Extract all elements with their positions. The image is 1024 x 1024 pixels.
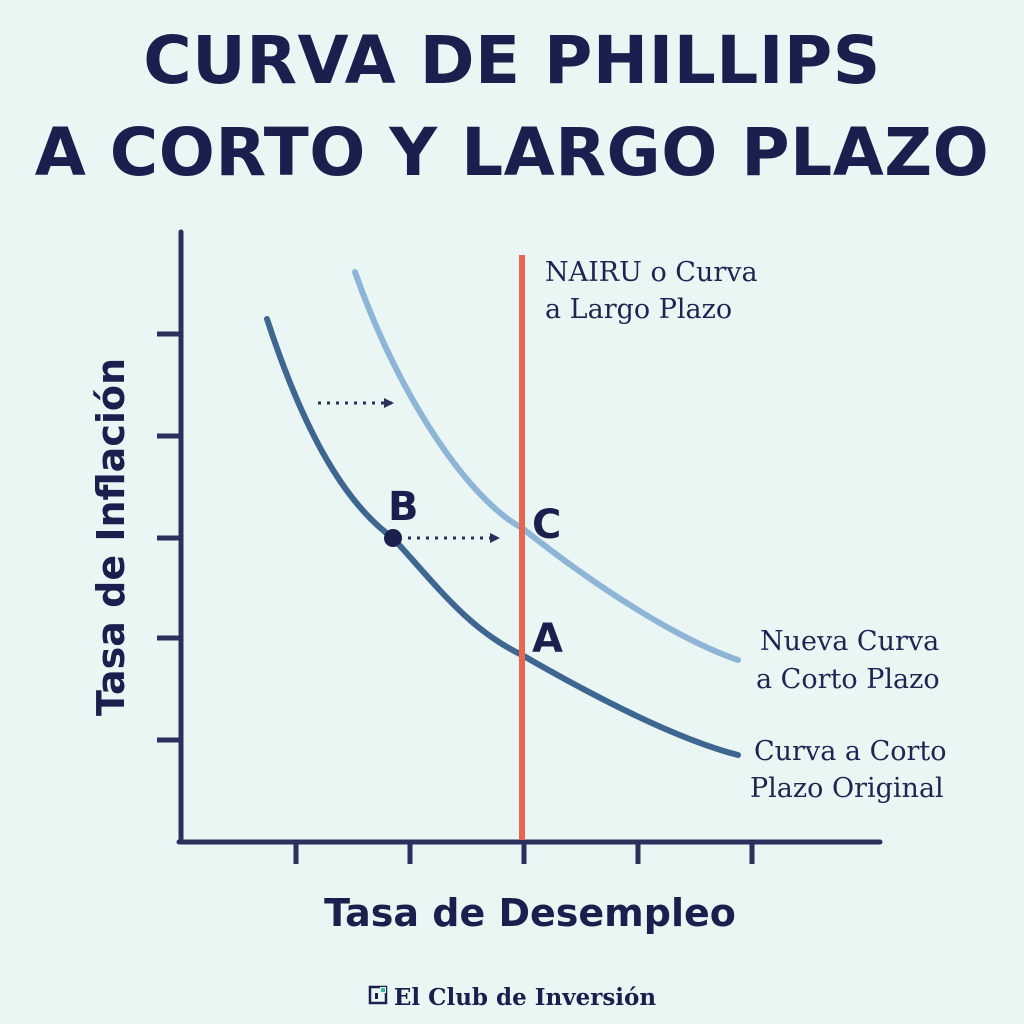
title-line-2: A CORTO Y LARGO PLAZO <box>34 114 990 191</box>
original-curve-label-line-2: Plazo Original <box>750 773 944 804</box>
point-c-label: C <box>532 502 561 548</box>
nairu-label-line-1: NAIRU o Curva <box>545 257 758 288</box>
brand-name: El Club de Inversión <box>393 984 657 1011</box>
point-b-marker <box>384 529 402 547</box>
y-axis-label: Tasa de Inflación <box>89 358 133 716</box>
new-short-run-curve <box>352 269 741 663</box>
x-axis-label: Tasa de Desempleo <box>324 891 736 935</box>
y-axis-ticks <box>157 331 181 743</box>
club-logo-icon <box>368 984 388 1011</box>
new-curve-label-line-1: Nueva Curva <box>760 626 939 657</box>
point-a-label: A <box>532 616 563 662</box>
point-b-label: B <box>388 484 419 530</box>
brand-footer: El Club de Inversión <box>0 984 1024 1011</box>
title-line-1: CURVA DE PHILLIPS <box>143 22 881 99</box>
original-short-run-curve <box>264 316 741 758</box>
new-curve-label-line-2: a Corto Plazo <box>756 664 940 695</box>
original-curve-label-line-1: Curva a Corto <box>754 736 947 767</box>
x-axis-ticks <box>293 842 755 864</box>
nairu-label-line-2: a Largo Plazo <box>545 294 732 325</box>
